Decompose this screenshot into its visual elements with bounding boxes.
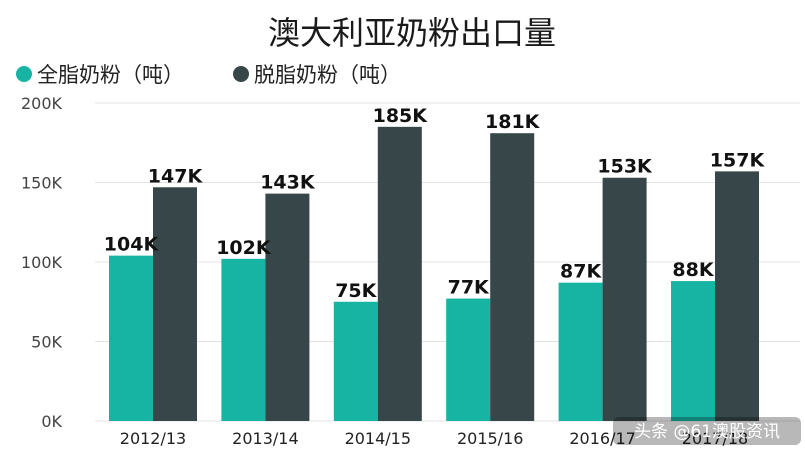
watermark-background xyxy=(613,417,801,445)
y-tick-label: 100K xyxy=(21,253,63,272)
bar-whole-milk xyxy=(446,298,491,421)
data-label: 88K xyxy=(672,259,714,281)
data-labels: 104K 147K 102K 143K 75K 185K 77K 181K 87K 153K 88K… xyxy=(104,105,766,302)
x-tick-label: 2013/14 xyxy=(232,429,298,448)
x-tick-label: 2016/17 xyxy=(569,429,635,448)
x-tick-label: 2014/15 xyxy=(345,429,411,448)
data-label: 102K xyxy=(216,237,272,259)
bars xyxy=(109,126,759,421)
legend-label-whole: 全脂奶粉（吨） xyxy=(37,63,184,87)
bar-skim-milk xyxy=(377,126,422,421)
chart-title: 澳大利亚奶粉出口量 xyxy=(268,14,556,52)
bar-whole-milk xyxy=(671,281,715,421)
y-axis: 0K 50K 100K 150K 200K xyxy=(21,94,63,431)
y-tick-label: 0K xyxy=(41,412,62,431)
x-tick-label: 2017/18 xyxy=(682,429,748,448)
legend-marker-whole xyxy=(16,66,32,82)
legend-label-skim: 脱脂奶粉（吨） xyxy=(254,63,401,87)
data-label: 147K xyxy=(148,165,204,187)
bar-whole-milk xyxy=(333,301,378,421)
y-tick-label: 200K xyxy=(21,94,63,113)
bar-skim-milk xyxy=(602,177,647,421)
bar-skim-milk xyxy=(490,133,535,421)
bar-skim-milk xyxy=(265,193,310,421)
bar-skim-milk xyxy=(153,187,197,421)
watermark-text: 头条 @61澳股资讯 xyxy=(634,422,780,442)
legend-marker-skim xyxy=(233,66,249,82)
bar-whole-milk xyxy=(558,282,603,421)
data-label: 143K xyxy=(260,172,316,194)
bar-skim-milk xyxy=(715,171,759,421)
data-label: 181K xyxy=(485,111,541,133)
watermark: 头条 @61澳股资讯 xyxy=(613,417,801,445)
data-label: 75K xyxy=(335,280,377,302)
bar-whole-milk xyxy=(109,255,153,421)
data-label: 153K xyxy=(597,156,653,178)
legend: 全脂奶粉（吨） 脱脂奶粉（吨） xyxy=(16,63,401,87)
x-tick-label: 2012/13 xyxy=(120,429,186,448)
data-label: 87K xyxy=(560,261,602,283)
x-axis: 2012/13 2013/14 2014/15 2015/16 2016/17 2017/… xyxy=(120,429,748,448)
bar-whole-milk xyxy=(221,258,266,421)
data-label: 77K xyxy=(448,277,490,299)
y-tick-label: 50K xyxy=(31,333,62,352)
data-label: 185K xyxy=(373,105,429,127)
x-tick-label: 2015/16 xyxy=(457,429,523,448)
y-tick-label: 150K xyxy=(21,174,63,193)
data-label: 104K xyxy=(104,234,160,256)
data-label: 157K xyxy=(710,149,766,171)
